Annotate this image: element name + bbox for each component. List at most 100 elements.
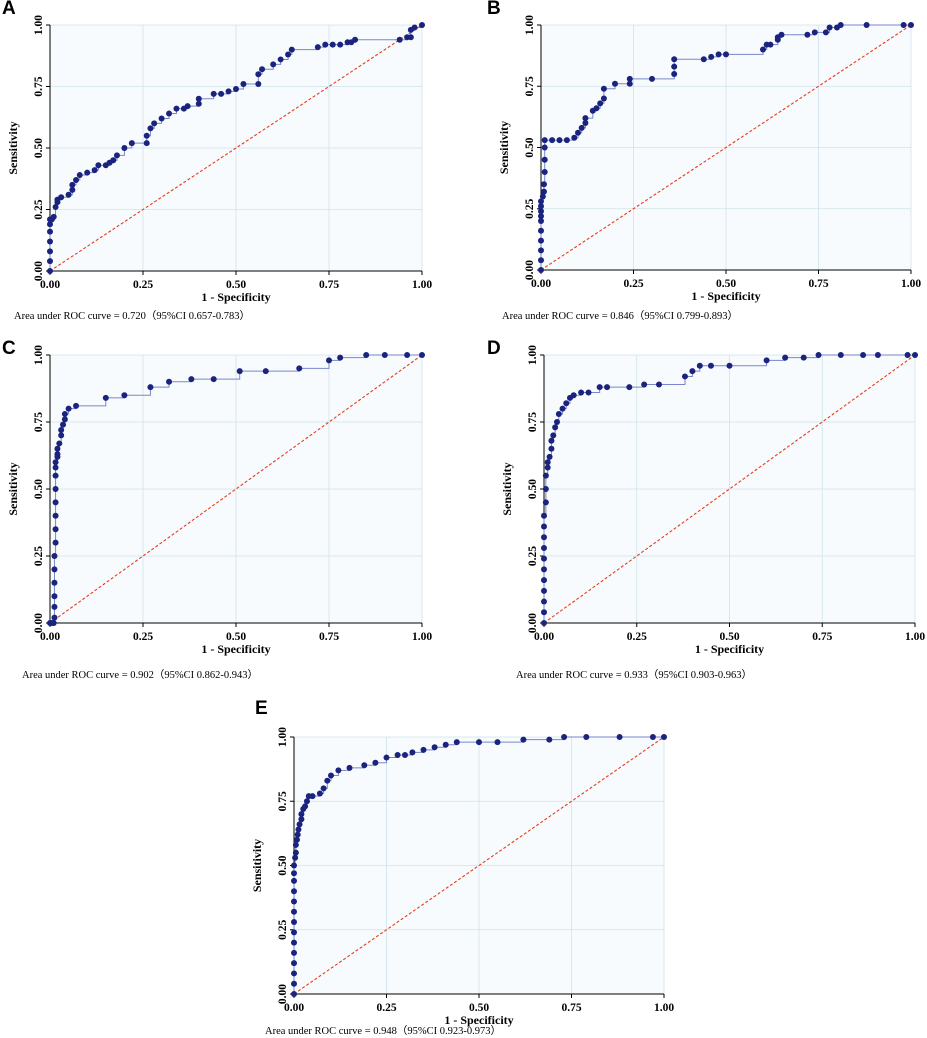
roc-point (539, 193, 546, 200)
roc-point (671, 71, 678, 77)
roc-point (121, 145, 128, 151)
roc-point (218, 90, 225, 97)
roc-point (302, 803, 309, 810)
roc-point (291, 919, 297, 926)
roc-point (538, 198, 544, 205)
roc-point (225, 88, 232, 95)
roc-point (50, 213, 57, 220)
roc-point (555, 410, 562, 417)
roc-point (626, 384, 633, 391)
y-tick-label: 0.75 (527, 412, 539, 432)
roc-point (411, 24, 418, 31)
roc-point (51, 553, 58, 559)
roc-point (291, 970, 297, 977)
panel-label: C (2, 338, 16, 359)
roc-point (277, 56, 284, 63)
roc-point (195, 100, 202, 107)
roc-point (726, 362, 733, 369)
x-axis-title: 1 - Specificity (201, 642, 270, 656)
roc-point (61, 410, 68, 417)
roc-point (291, 949, 297, 956)
y-tick-label: 0.00 (33, 261, 45, 281)
roc-point (538, 213, 544, 220)
roc-point (47, 268, 53, 274)
x-tick-label: 1.00 (901, 278, 921, 290)
roc-point (548, 445, 555, 452)
roc-point (548, 437, 555, 444)
roc-point (303, 798, 310, 805)
auc-text: Area under ROC curve = 0.720（95%CI 0.657… (14, 311, 251, 322)
roc-point (826, 24, 833, 31)
roc-point (556, 137, 563, 144)
roc-point (563, 400, 570, 407)
roc-point (143, 132, 150, 139)
roc-point (604, 384, 611, 391)
roc-panel-b: B 0.00 0.00 0.25 0.25 0.50 0.50 0.75 0.75 1.00 1.… (487, 0, 927, 330)
y-tick-label: 0.25 (33, 546, 45, 566)
panel-label: B (487, 0, 501, 19)
roc-point (65, 405, 72, 412)
roc-point (546, 453, 553, 460)
roc-point (407, 34, 414, 41)
roc-point (147, 125, 154, 132)
roc-chart: 0.000.00 0.25 0.25 0.50 0.50 0.75 0.75 1.00 1.00… (6, 345, 432, 656)
roc-point (549, 137, 556, 144)
roc-point (173, 105, 180, 112)
roc-point (494, 739, 501, 746)
roc-point (542, 472, 549, 479)
roc-point (578, 389, 585, 396)
roc-point (291, 980, 297, 987)
y-tick-label: 0.50 (33, 138, 45, 158)
roc-point (538, 203, 544, 210)
roc-panel-c: C 0.00 0.00 0.25 0.25 0.50 0.50 0.75 0.75 1.00 1.… (0, 338, 440, 681)
x-tick-label: 0.25 (133, 279, 153, 291)
roc-point (210, 376, 217, 383)
roc-point (58, 194, 65, 201)
roc-point (681, 373, 688, 380)
roc-point (570, 392, 577, 399)
roc-point (270, 61, 277, 68)
roc-point (542, 486, 549, 492)
roc-point (166, 110, 173, 117)
y-tick-label: 0.50 (524, 137, 536, 157)
roc-point (51, 579, 58, 586)
roc-point (47, 221, 53, 228)
x-tick-label: 1.00 (905, 631, 925, 643)
roc-point (54, 445, 61, 452)
roc-point (47, 228, 53, 235)
roc-point (52, 204, 59, 211)
x-tick-label: 0.25 (623, 278, 643, 290)
x-tick-label: 0.75 (319, 279, 339, 291)
roc-point (288, 46, 295, 53)
x-tick-label: 0.75 (812, 631, 832, 643)
roc-point (51, 603, 58, 610)
roc-point (600, 95, 607, 102)
roc-point (128, 140, 135, 147)
roc-point (233, 85, 239, 92)
roc-point (612, 80, 618, 87)
roc-point (69, 186, 76, 193)
roc-point (538, 237, 544, 244)
roc-point (95, 162, 102, 169)
y-tick-label: 0.25 (524, 198, 536, 218)
roc-point (52, 526, 59, 533)
roc-point (255, 71, 262, 78)
roc-point (538, 218, 544, 224)
roc-point (593, 105, 600, 112)
y-tick-label: 0.75 (33, 412, 45, 432)
roc-point (61, 416, 68, 423)
roc-point (582, 115, 589, 122)
reference-diagonal (540, 24, 912, 271)
roc-point (520, 736, 527, 743)
y-tick-label: 1.00 (33, 345, 45, 365)
x-axis-title: 1 - Specificity (201, 290, 270, 304)
roc-point (912, 352, 918, 358)
roc-point (166, 378, 173, 385)
roc-point (540, 181, 547, 188)
x-tick-label: 0.50 (716, 278, 736, 290)
y-tick-label: 0.00 (524, 260, 536, 280)
roc-point (541, 523, 547, 530)
roc-point (113, 152, 120, 159)
roc-point (553, 419, 560, 425)
roc-point (143, 140, 150, 147)
